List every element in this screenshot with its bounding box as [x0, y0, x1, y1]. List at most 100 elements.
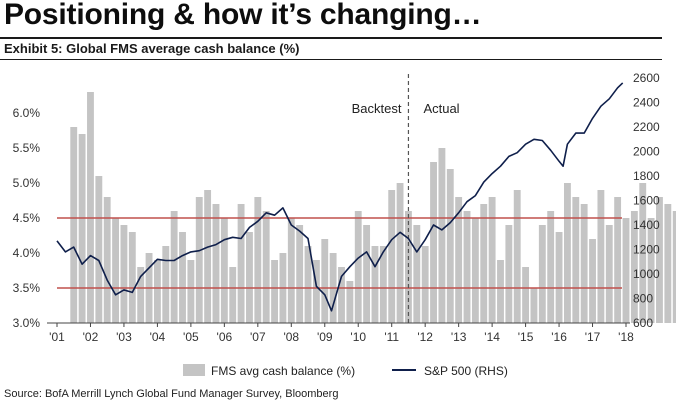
bar	[212, 204, 220, 323]
bar	[271, 260, 278, 323]
bar	[304, 246, 312, 323]
bar	[438, 148, 446, 323]
series-line	[56, 82, 624, 312]
bar	[120, 225, 128, 323]
bar	[614, 197, 622, 323]
y-left-tick-label: 3.5%	[13, 281, 41, 295]
legend: FMS avg cash balance (%) S&P 500 (RHS)	[183, 364, 508, 378]
y-left-tick-label: 4.5%	[13, 211, 41, 225]
y-right-tick-label: 2600	[633, 71, 660, 85]
annotation-backtest: Backtest	[352, 101, 402, 116]
x-tick-label: '14	[484, 330, 500, 344]
bar	[513, 190, 521, 323]
bar	[246, 232, 253, 323]
bar	[170, 211, 178, 323]
y-left-tick-label: 3.0%	[13, 316, 41, 330]
x-tick-label: '06	[217, 330, 233, 344]
y-right-tick-label: 1600	[633, 194, 660, 208]
bar	[321, 239, 329, 323]
bar	[195, 197, 203, 323]
bar	[430, 162, 437, 323]
x-tick-label: '13	[451, 330, 467, 344]
bar	[112, 218, 120, 323]
x-tick-label: '04	[150, 330, 166, 344]
y-right-tick-label: 1000	[633, 267, 660, 281]
x-tick-label: '18	[618, 330, 634, 344]
x-tick-label: '07	[250, 330, 266, 344]
bar	[287, 218, 295, 323]
bar	[262, 211, 270, 323]
y-left-tick-label: 5.5%	[13, 141, 41, 155]
bar	[538, 225, 546, 323]
bar	[220, 218, 228, 323]
bar	[388, 190, 396, 323]
bar	[547, 211, 555, 323]
bar	[639, 183, 647, 323]
bar	[363, 225, 371, 323]
bar	[405, 211, 412, 323]
exhibit-rule	[0, 59, 662, 60]
bar	[656, 197, 663, 323]
bar	[630, 211, 638, 323]
bar	[580, 204, 588, 323]
bar-series	[70, 92, 676, 323]
bar	[137, 267, 145, 323]
bar	[204, 190, 212, 323]
x-tick-label: '11	[384, 330, 399, 344]
bar	[296, 225, 304, 323]
bar	[70, 127, 78, 323]
bar	[153, 260, 161, 323]
bar	[396, 183, 404, 323]
x-tick-label: '12	[417, 330, 433, 344]
bar	[413, 225, 421, 323]
line-series	[56, 82, 624, 312]
legend-swatch-bars	[183, 364, 205, 376]
bar	[563, 183, 571, 323]
bar	[103, 197, 111, 323]
bar	[471, 218, 479, 323]
bar	[480, 204, 488, 323]
bar	[455, 197, 463, 323]
axes: '01 '02 '03 '04 '05 '06 '07 '08 '09 '10 '11 '12 '13 '…	[13, 71, 660, 344]
bar	[87, 92, 94, 323]
exhibit-title: Exhibit 5: Global FMS average cash balan…	[4, 41, 300, 56]
legend-label-line: S&P 500 (RHS)	[424, 364, 508, 378]
y-right-tick-label: 600	[633, 316, 653, 330]
bar	[647, 218, 655, 323]
annotation-actual: Actual	[423, 101, 459, 116]
bar	[505, 225, 513, 323]
y-right-tick-label: 2200	[633, 120, 660, 134]
chart: '01 '02 '03 '04 '05 '06 '07 '08 '09 '10 '11 '12 '13 '…	[13, 71, 676, 378]
y-right-tick-label: 800	[633, 292, 653, 306]
bar	[128, 232, 136, 323]
bar	[589, 239, 596, 323]
title-rule	[0, 37, 662, 39]
y-right-tick-label: 2400	[633, 96, 660, 110]
bar	[572, 197, 580, 323]
bar	[664, 204, 672, 323]
bar	[354, 211, 362, 323]
source-note: Source: BofA Merrill Lynch Global Fund M…	[4, 388, 339, 400]
bar	[179, 232, 186, 323]
x-tick-label: '16	[551, 330, 567, 344]
page-title: Positioning & how it’s changing…	[4, 0, 482, 31]
bar	[672, 211, 676, 323]
y-right-tick-label: 2000	[633, 145, 660, 159]
y-right-tick-label: 1400	[633, 218, 660, 232]
bar	[605, 225, 613, 323]
bar	[530, 288, 538, 323]
bar	[488, 197, 496, 323]
bar	[421, 246, 429, 323]
y-right-tick-label: 1200	[633, 243, 660, 257]
x-tick-label: '05	[183, 330, 199, 344]
bar	[597, 190, 605, 323]
bar	[622, 218, 630, 323]
x-tick-label: '15	[518, 330, 534, 344]
annotations: Backtest Actual	[352, 101, 460, 116]
bar	[446, 169, 454, 323]
bar	[522, 267, 530, 323]
x-tick-label: '03	[116, 330, 132, 344]
bar	[371, 246, 379, 323]
y-left-tick-label: 4.0%	[13, 246, 41, 260]
legend-label-bars: FMS avg cash balance (%)	[211, 364, 355, 378]
